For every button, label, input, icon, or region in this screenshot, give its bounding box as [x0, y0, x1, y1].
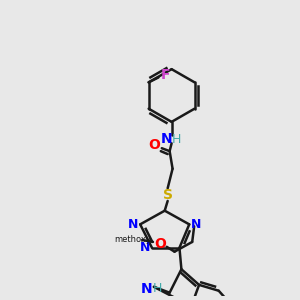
Text: N: N: [141, 282, 153, 296]
Text: H: H: [153, 282, 163, 295]
Text: N: N: [161, 132, 172, 146]
Text: O: O: [148, 138, 160, 152]
Text: N: N: [191, 218, 201, 231]
Text: N: N: [128, 218, 139, 231]
Text: N: N: [140, 241, 150, 254]
Text: S: S: [163, 188, 173, 202]
Text: F: F: [160, 68, 170, 83]
Text: methoxy: methoxy: [114, 236, 151, 244]
Text: H: H: [172, 133, 181, 146]
Text: O: O: [154, 237, 166, 251]
